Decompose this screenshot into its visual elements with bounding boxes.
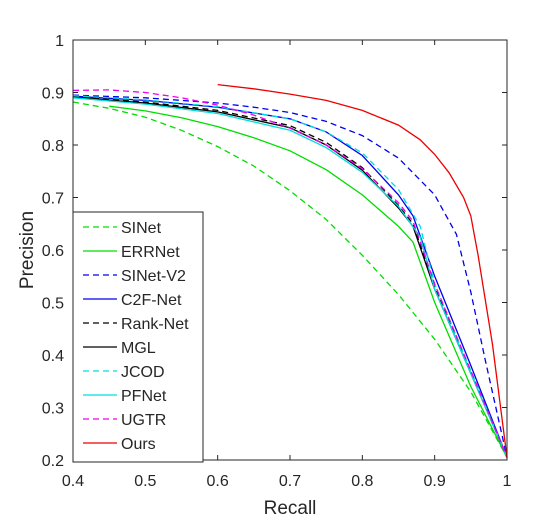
legend-label: Ours	[121, 436, 156, 453]
legend-box	[72, 211, 204, 463]
legend-label: Rank-Net	[121, 316, 189, 333]
x-tick-label: 0.4	[62, 473, 84, 490]
legend: SINet ERRNet SINet-V2 C2F-Net Rank-Net MGL JCO…	[72, 211, 204, 463]
x-tick-label: 0.5	[134, 473, 156, 490]
series-line-errnet	[109, 105, 508, 458]
x-tick-label: 0.8	[351, 473, 373, 490]
y-tick-label: 1	[55, 33, 64, 50]
series-line-pfnet	[72, 97, 508, 458]
x-axis-ticks: 0.4 0.5 0.6 0.7 0.8 0.9 1	[62, 40, 512, 490]
y-tick-label: 0.8	[42, 138, 64, 155]
x-tick-label: 0.6	[207, 473, 229, 490]
legend-label: UGTR	[121, 412, 166, 429]
legend-label: SINet	[121, 220, 162, 237]
legend-label: MGL	[121, 340, 156, 357]
series-curves	[72, 83, 508, 458]
series-line-ugtr	[72, 89, 508, 458]
y-tick-label: 0.2	[42, 453, 64, 470]
series-line-ours	[217, 83, 508, 458]
y-tick-label: 0.4	[42, 348, 64, 365]
legend-label: PFNet	[121, 388, 167, 405]
x-tick-label: 0.9	[424, 473, 446, 490]
y-tick-label: 0.5	[42, 296, 64, 313]
x-tick-label: 0.7	[279, 473, 301, 490]
y-axis-ticks: 0.2 0.3 0.4 0.5 0.6 0.7 0.8 0.9 1	[42, 33, 507, 470]
series-line-sinet	[72, 101, 508, 458]
y-axis-label: Precision	[17, 211, 38, 289]
x-axis-label: Recall	[264, 498, 317, 519]
legend-label: C2F-Net	[121, 292, 182, 309]
legend-label: JCOD	[121, 364, 165, 381]
y-tick-label: 0.7	[42, 191, 64, 208]
y-tick-label: 0.6	[42, 243, 64, 260]
y-tick-label: 0.3	[42, 401, 64, 418]
legend-label: ERRNet	[121, 244, 180, 261]
x-tick-label: 1	[503, 473, 512, 490]
y-tick-label: 0.9	[42, 86, 64, 103]
legend-label: SINet-V2	[121, 268, 186, 285]
series-line-sinet-v2	[72, 94, 508, 458]
series-line-rank-net	[72, 96, 508, 458]
